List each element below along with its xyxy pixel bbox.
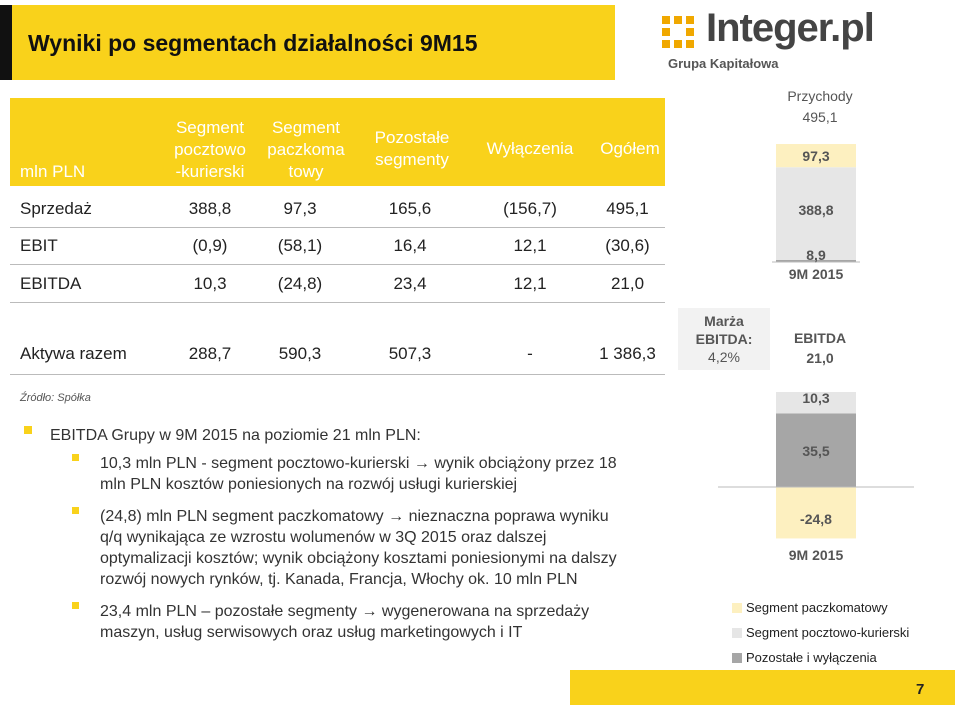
table-cell: 12,1: [513, 274, 547, 293]
category-label: 9M 2015: [788, 547, 844, 563]
revenue-chart-title: Przychody: [787, 88, 853, 104]
bullet-icon: [72, 454, 79, 461]
table-cell: (30,6): [605, 236, 650, 255]
company-logo: Integer.pl Grupa Kapitałowa: [662, 6, 932, 74]
ebitda-margin-box: Marża EBITDA: 4,2%: [678, 308, 770, 370]
table-cell: (24,8): [277, 274, 323, 293]
data-label: 35,5: [802, 443, 830, 459]
ebitda-chart-title: EBITDA: [793, 330, 847, 346]
bullet-item: 23,4 mln PLN – pozostałe segmenty → wyge…: [100, 603, 590, 641]
table-cell: 388,8: [188, 199, 232, 218]
table-cell: 21,0: [610, 274, 645, 293]
header-ogolem: Ogółem: [600, 139, 660, 158]
legend-swatch-pocztowo: [732, 628, 742, 638]
page-title: Wyniki po segmentach działalności 9M15: [28, 30, 478, 56]
table-cell: 495,1: [606, 199, 649, 218]
row-divider: [10, 264, 665, 265]
bullet-icon: [24, 426, 32, 434]
data-label: 8,9: [806, 247, 826, 263]
bullet-item: 10,3 mln PLN - segment pocztowo-kuriersk…: [100, 455, 617, 493]
table-cell: (58,1): [277, 236, 323, 255]
ebitda-total-label: 21,0: [806, 350, 834, 366]
bullet-item: (24,8) mln PLN segment paczkomatowy → ni…: [100, 508, 617, 588]
row-label-ebit: EBIT: [20, 236, 58, 255]
data-label: -24,8: [800, 511, 832, 527]
table-cell: 23,4: [393, 274, 427, 293]
logo-subtitle: Grupa Kapitałowa: [668, 56, 779, 71]
legend-label: Segment pocztowo-kurierski: [746, 625, 910, 640]
header-segment-paczkomatowy: Segment paczkoma towy: [267, 118, 345, 181]
table-cell: 590,3: [278, 344, 322, 363]
header-wylaczenia: Wyłączenia: [486, 139, 574, 158]
table-cell: (0,9): [192, 236, 228, 255]
bullet-main: EBITDA Grupy w 9M 2015 na poziomie 21 ml…: [50, 427, 421, 444]
source-note: Źródło: Spółka: [20, 392, 91, 404]
legend-swatch-paczkomatowy: [732, 603, 742, 613]
table-cell: 507,3: [388, 344, 432, 363]
row-divider: [10, 227, 665, 228]
title-bar: [0, 5, 615, 80]
revenue-total-label: 495,1: [802, 109, 838, 125]
table-cell: 16,4: [393, 236, 427, 255]
category-label: 9M 2015: [788, 266, 844, 282]
table-cell: 1 386,3: [599, 344, 656, 363]
header-segment-pocztowo: Segment pocztowo -kurierski: [174, 118, 246, 181]
row-divider: [10, 302, 665, 303]
data-label: 97,3: [802, 148, 830, 164]
logo-grid-icon: [662, 16, 694, 48]
table-cell: 10,3: [193, 274, 227, 293]
logo-name: Integer.pl: [706, 6, 875, 50]
row-divider: [10, 374, 665, 375]
table-cell: -: [527, 344, 533, 363]
title-accent: [0, 5, 12, 80]
bullet-icon: [72, 602, 79, 609]
table-cell: 288,7: [188, 344, 232, 363]
data-label: 10,3: [802, 390, 830, 406]
table-cell: 12,1: [513, 236, 547, 255]
legend-label: Pozostałe i wyłączenia: [746, 650, 877, 665]
header-pozostale: Pozostałe segmenty: [374, 128, 450, 169]
legend-swatch-pozostale: [732, 653, 742, 663]
row-label-ebitda: EBITDA: [20, 274, 82, 293]
table-cell: 97,3: [283, 199, 317, 218]
legend-label: Segment paczkomatowy: [746, 600, 888, 615]
row-label-aktywa: Aktywa razem: [20, 344, 127, 363]
header-mln-pln: mln PLN: [20, 162, 86, 181]
page-number: 7: [916, 681, 925, 698]
table-header: [10, 98, 665, 186]
data-label: 388,8: [798, 202, 834, 218]
table-cell: (156,7): [503, 199, 557, 218]
bullet-icon: [72, 507, 79, 514]
row-label-sprzedaz: Sprzedaż: [20, 199, 92, 218]
table-cell: 165,6: [388, 199, 432, 218]
page-number-bar: [570, 670, 955, 705]
